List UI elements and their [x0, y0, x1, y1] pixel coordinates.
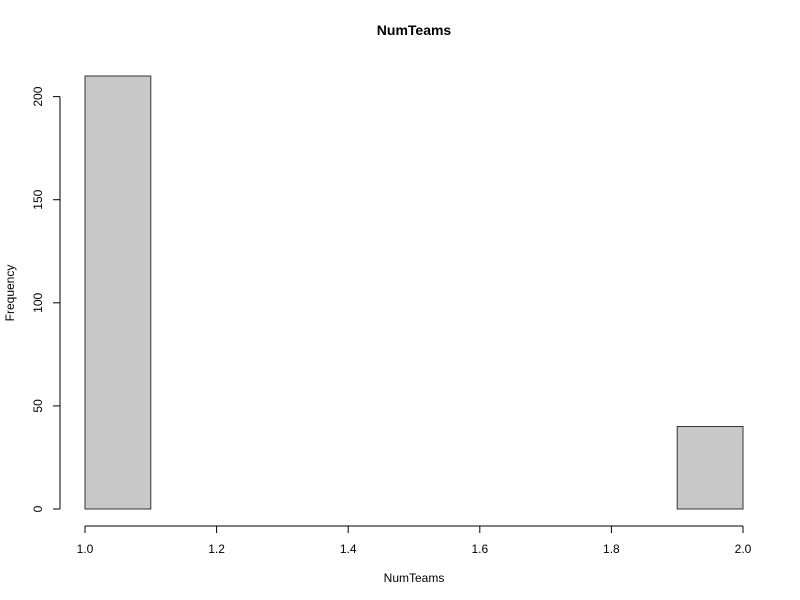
- x-tick-label: 1.8: [603, 542, 620, 556]
- histogram-bar: [84, 75, 152, 510]
- x-axis: 1.0 1.2 1.4 1.6 1.8 2.0: [77, 525, 752, 556]
- x-tick-label: 1.4: [340, 542, 357, 556]
- y-tick-label: 200: [31, 86, 45, 106]
- x-tick-label: 1.0: [77, 542, 94, 556]
- y-tick-label: 100: [31, 292, 45, 312]
- x-tick-label: 1.6: [471, 542, 488, 556]
- y-tick-label: 150: [31, 189, 45, 209]
- x-tick-label: 2.0: [735, 542, 752, 556]
- y-axis-label: Frequency: [3, 265, 17, 322]
- x-axis-label: NumTeams: [384, 571, 445, 585]
- x-tick-label: 1.2: [208, 542, 225, 556]
- histogram-bar: [676, 426, 744, 510]
- y-tick-label: 50: [31, 399, 45, 413]
- chart-title: NumTeams: [377, 22, 452, 38]
- bars-group: [84, 75, 744, 510]
- y-tick-label: 0: [31, 505, 45, 512]
- y-axis: 0 50 100 150 200: [31, 86, 61, 512]
